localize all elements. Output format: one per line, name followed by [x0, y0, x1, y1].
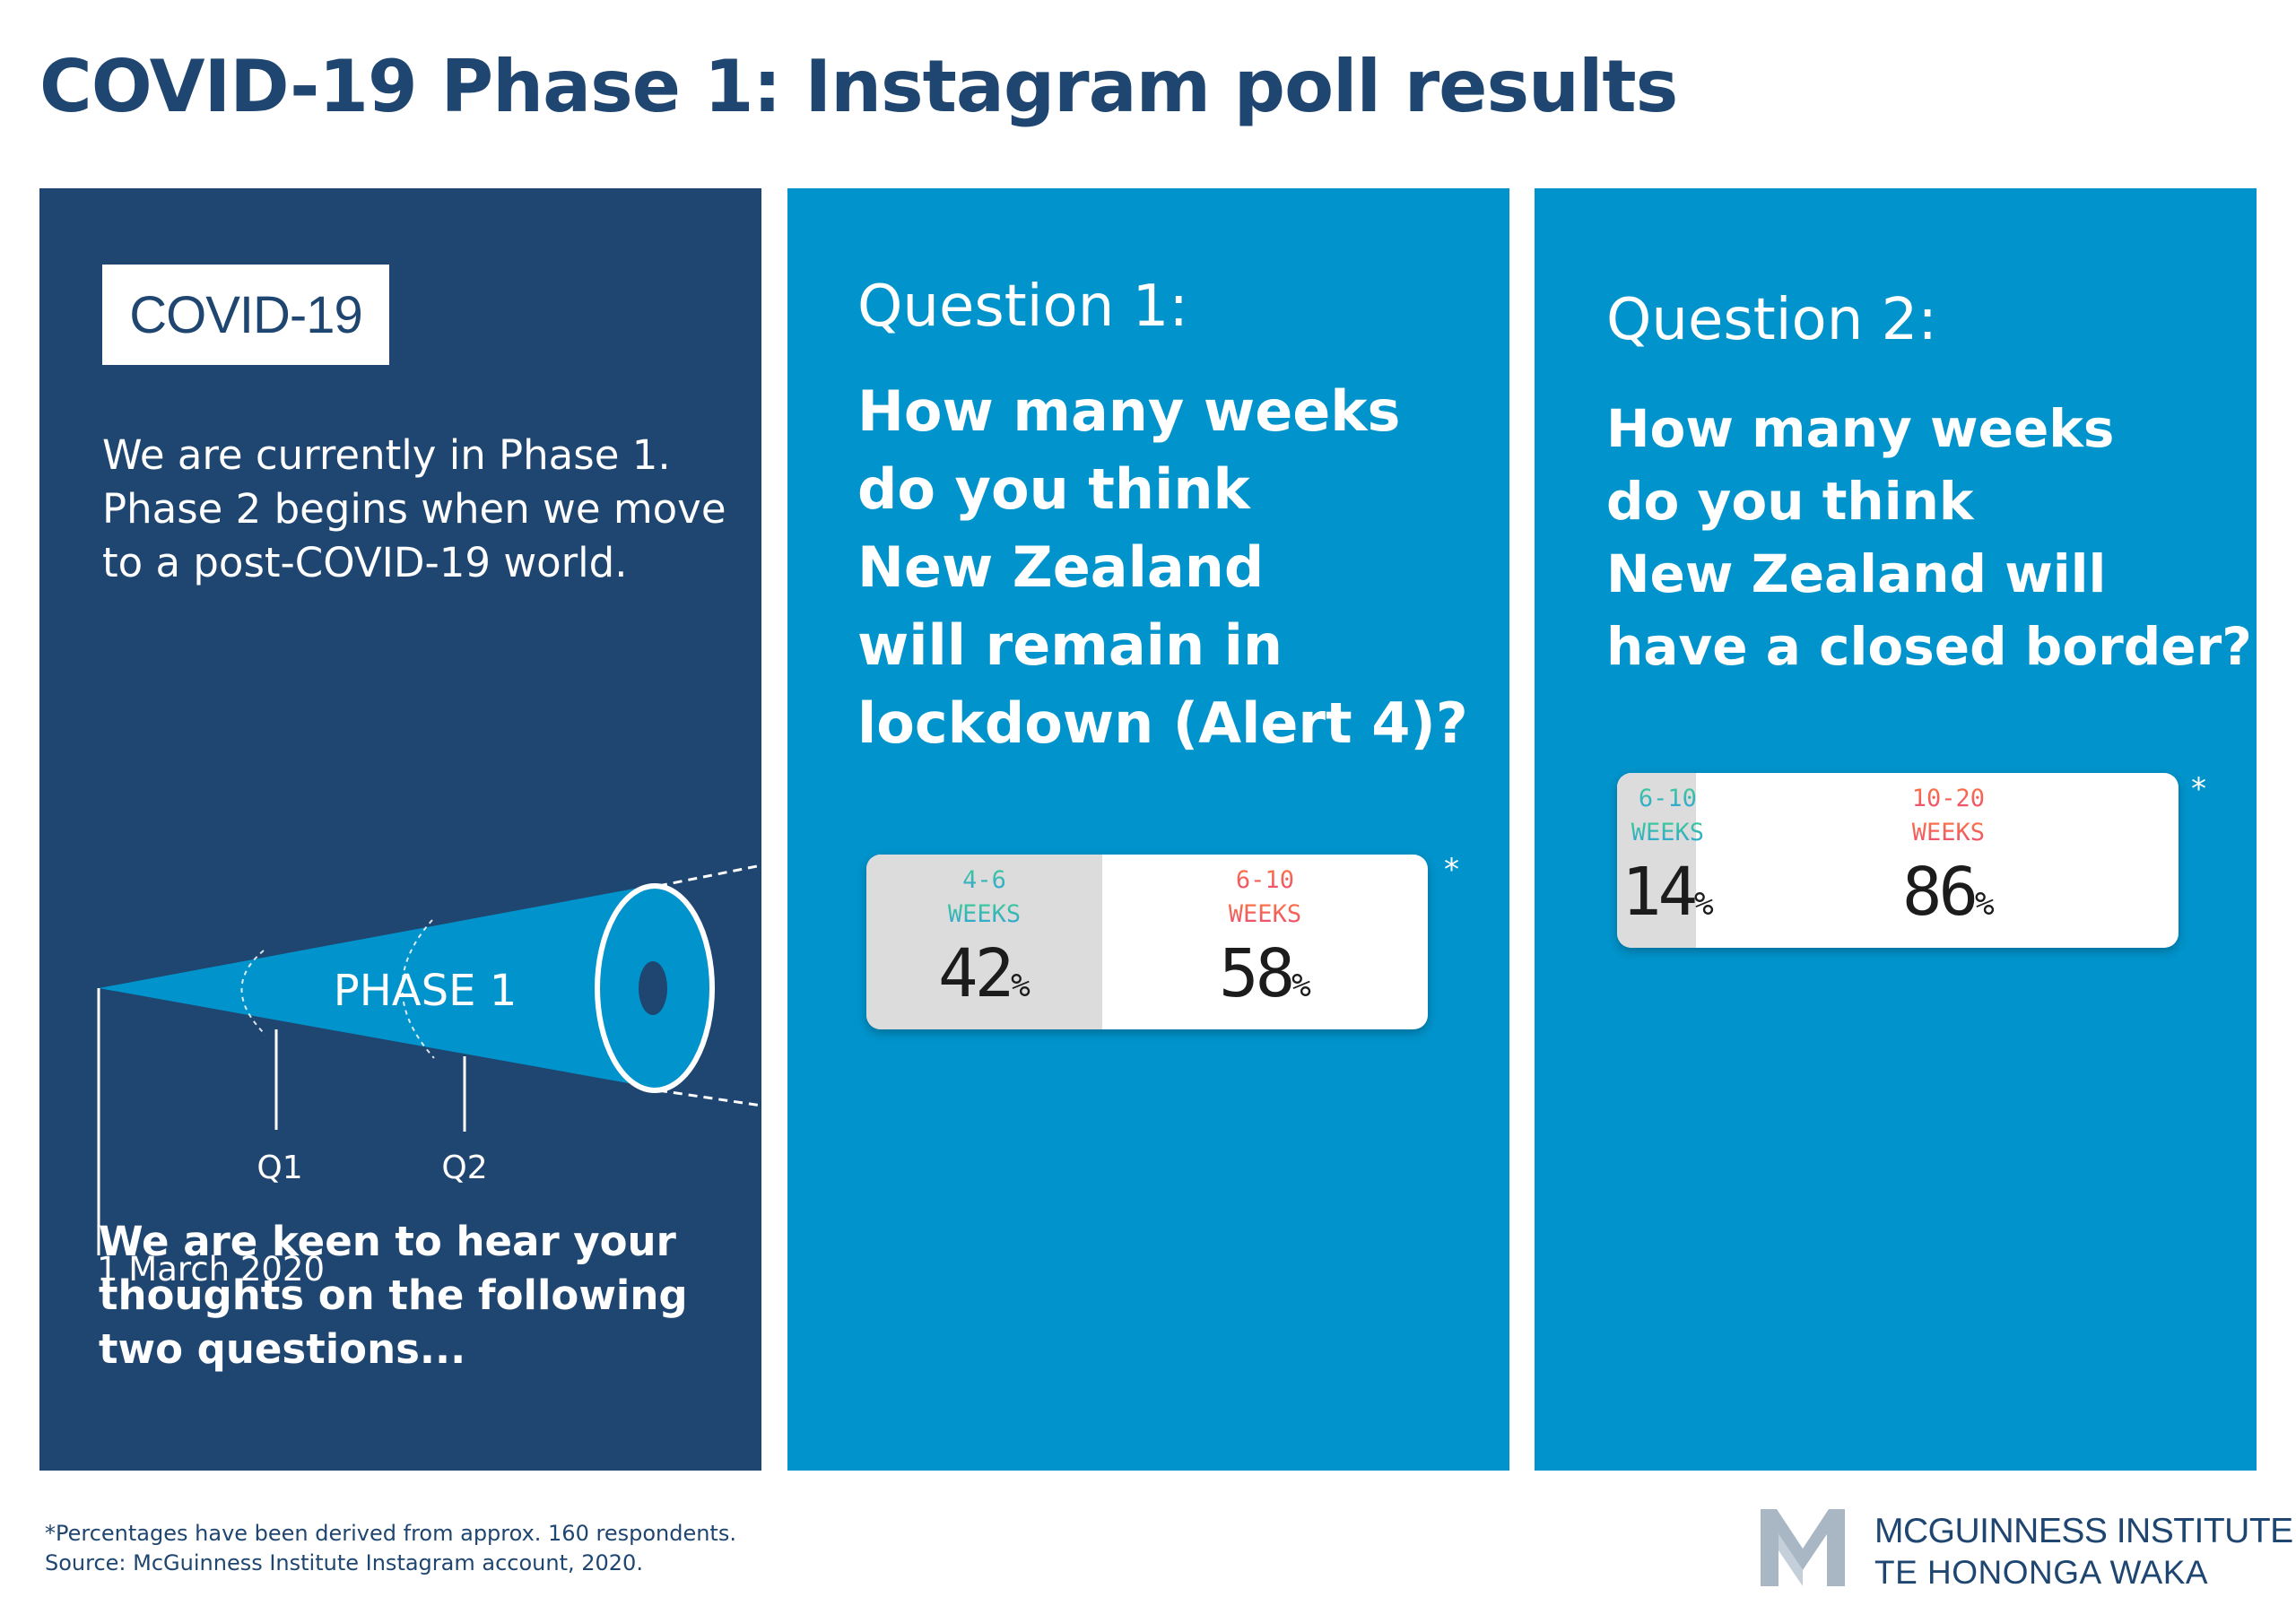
intro-text: We are currently in Phase 1. Phase 2 beg… [102, 429, 748, 590]
cta-line: two questions... [99, 1325, 466, 1373]
organization-subtitle: TE HONONGA WAKA [1874, 1554, 2209, 1591]
asterisk: * [2191, 771, 2206, 807]
question-line: have a closed border? [1606, 616, 2252, 677]
question1-text: How many weeks do you think New Zealand … [857, 372, 1468, 762]
poll-option: 6-10 WEEKS 14% [1617, 773, 1718, 948]
phase-timeline-diagram: PHASE 1 Q1 Q2 1 March 2020 [97, 864, 762, 1289]
phase-cone [99, 884, 658, 1089]
poll-result-fill [866, 855, 1102, 1029]
organization-name: MCGUINNESS INSTITUTE TE HONONGA WAKA [1874, 1511, 2293, 1593]
question-line: do you think [1606, 471, 1974, 532]
q1-marker-label: Q1 [257, 1150, 302, 1186]
option-unit: WEEKS [1718, 816, 2179, 850]
option-range: 6-10 [1102, 864, 1428, 898]
question1-panel: Question 1: How many weeks do you think … [787, 188, 1509, 1471]
option-percent: 86% [1901, 854, 1995, 931]
organization-title: MCGUINNESS INSTITUTE [1874, 1512, 2293, 1550]
option-range: 6-10 [1617, 782, 1718, 816]
question2-text: How many weeks do you think New Zealand … [1606, 393, 2252, 683]
question-line: New Zealand will [1606, 543, 2107, 604]
question2-poll: 6-10 WEEKS 14% 10-20 WEEKS 86% [1617, 773, 2179, 948]
poll-option: 10-20 WEEKS 86% [1718, 773, 2179, 948]
footnote-line: *Percentages have been derived from appr… [45, 1521, 736, 1546]
question-line: will remain in [857, 612, 1283, 678]
lower-dashed-line [657, 1089, 762, 1107]
option-percent: 42% [938, 935, 1031, 1012]
option-unit: WEEKS [866, 898, 1102, 932]
mcguinness-logo-icon [1761, 1509, 1845, 1586]
q2-marker-label: Q2 [441, 1150, 487, 1186]
question-line: lockdown (Alert 4)? [857, 690, 1468, 756]
cta-line: thoughts on the following [99, 1271, 688, 1319]
question-line: How many weeks [1606, 398, 2115, 459]
option-percent: 14% [1621, 854, 1714, 931]
asterisk: * [1444, 852, 1459, 888]
phase-label: PHASE 1 [334, 966, 517, 1016]
question-line: do you think [857, 456, 1250, 522]
footnote: *Percentages have been derived from appr… [45, 1519, 736, 1578]
cta-text: We are keen to hear your thoughts on the… [99, 1215, 744, 1376]
option-range: 10-20 [1718, 782, 2179, 816]
intro-line: to a post-COVID-19 world. [102, 539, 628, 586]
lens-center [639, 961, 667, 1015]
option-percent: 58% [1219, 935, 1311, 1012]
cta-line: We are keen to hear your [99, 1218, 676, 1265]
poll-option: 6-10 WEEKS 58% [1102, 855, 1428, 1029]
intro-line: We are currently in Phase 1. [102, 431, 671, 479]
question1-label: Question 1: [857, 273, 1188, 340]
upper-dashed-line [657, 864, 762, 888]
poll-option: 4-6 WEEKS 42% [866, 855, 1102, 1029]
question2-panel: Question 2: How many weeks do you think … [1535, 188, 2257, 1471]
option-unit: WEEKS [1617, 816, 1718, 850]
start-date-label: 1 March 2020 [97, 1250, 325, 1289]
question-line: New Zealand [857, 534, 1265, 600]
poll-result-fill [1617, 773, 1696, 948]
question-line: How many weeks [857, 378, 1401, 444]
footnote-line: Source: McGuinness Institute Instagram a… [45, 1550, 643, 1575]
intro-line: Phase 2 begins when we move [102, 485, 726, 533]
question1-poll: 4-6 WEEKS 42% 6-10 WEEKS 58% [866, 855, 1428, 1029]
page-title: COVID-19 Phase 1: Instagram poll results [39, 45, 1678, 128]
covid-label: COVID-19 [102, 265, 389, 365]
option-range: 4-6 [866, 864, 1102, 898]
q2-arc [401, 919, 435, 1059]
q1-arc [240, 950, 266, 1036]
intro-panel: COVID-19 We are currently in Phase 1. Ph… [39, 188, 762, 1471]
question2-label: Question 2: [1606, 287, 1937, 353]
option-unit: WEEKS [1102, 898, 1428, 932]
